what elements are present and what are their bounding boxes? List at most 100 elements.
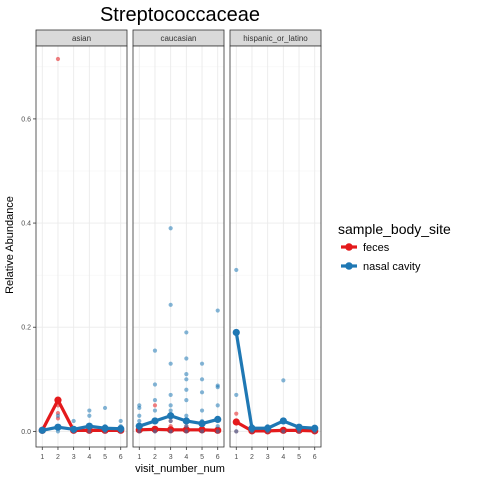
data-point [184, 377, 189, 382]
legend: sample_body_site feces nasal cavity [338, 221, 451, 273]
x-tick-label: 4 [281, 454, 285, 461]
legend-entry-nasal-cavity: nasal cavity [341, 261, 421, 273]
data-point [184, 413, 189, 418]
data-point [137, 418, 142, 424]
mean-point [117, 425, 125, 433]
data-point [199, 377, 205, 382]
mean-point [101, 424, 109, 432]
mean-point [248, 424, 256, 432]
series-nasal-cavity [135, 226, 222, 434]
x-tick-label: 6 [216, 454, 220, 461]
x-tick-label: 1 [234, 454, 238, 461]
data-point [71, 418, 76, 424]
data-point [215, 383, 220, 388]
data-point [152, 408, 158, 413]
data-point [234, 429, 239, 434]
data-point [55, 413, 61, 418]
data-point [87, 429, 92, 434]
data-point [137, 413, 142, 418]
data-point [168, 418, 173, 424]
data-point [118, 418, 123, 424]
x-tick-label: 6 [119, 454, 123, 461]
data-point [87, 408, 92, 413]
data-point [234, 267, 239, 273]
y-axis-title: Relative Abundance [4, 196, 16, 294]
x-tick-label: 2 [250, 454, 254, 461]
x-tick-label: 2 [56, 454, 60, 461]
data-point [152, 348, 158, 353]
data-point [184, 330, 189, 335]
panel-strip-label: caucasian [160, 34, 196, 43]
legend-label: nasal cavity [363, 261, 421, 273]
mean-point [311, 424, 319, 432]
panel-asian: asian 1 2 3 4 5 6 0.0 0.2 0.4 0.6 [21, 29, 128, 461]
data-point [55, 56, 61, 62]
y-tick-label: 0.6 [21, 116, 31, 123]
mean-point [38, 426, 46, 434]
y-tick-label: 0.4 [21, 221, 31, 228]
series-nasal-cavity [232, 267, 319, 434]
data-point [281, 378, 286, 383]
data-point [102, 405, 108, 411]
panel-border [132, 45, 225, 448]
data-point [168, 403, 173, 408]
mean-point [54, 423, 62, 431]
data-point [234, 411, 239, 416]
mean-point [295, 423, 303, 431]
legend-label: feces [363, 242, 390, 254]
mean-point [70, 425, 78, 433]
data-point [168, 408, 173, 413]
mean-point [151, 417, 159, 425]
x-tick-label: 3 [266, 454, 270, 461]
data-point [184, 356, 189, 361]
mean-point [232, 328, 240, 337]
data-point [168, 226, 173, 231]
x-tick-label: 3 [72, 454, 76, 461]
panel-background [133, 46, 224, 447]
data-point [184, 429, 189, 434]
mean-point [135, 422, 143, 430]
data-point [152, 429, 158, 434]
mean-point [85, 422, 93, 430]
x-tick-label: 6 [313, 454, 317, 461]
x-tick-label: 1 [137, 454, 141, 461]
panel-background [36, 46, 127, 447]
data-point [199, 390, 205, 395]
data-point [152, 382, 158, 387]
data-point [199, 429, 205, 434]
legend-title: sample_body_site [338, 221, 451, 237]
mean-point [279, 417, 287, 425]
data-point [215, 403, 220, 408]
data-point [87, 413, 92, 418]
y-tick-label: 0.2 [21, 325, 31, 332]
legend-key-point [345, 262, 353, 270]
panel-hispanic-or-latino: hispanic_or_latino 1 2 3 4 5 6 [229, 29, 322, 461]
data-point [184, 398, 189, 403]
data-point [184, 371, 189, 377]
x-tick-label: 3 [169, 454, 173, 461]
data-point [184, 387, 189, 392]
data-point [168, 429, 173, 434]
x-tick-label: 1 [40, 454, 44, 461]
x-tick-label: 5 [297, 454, 301, 461]
y-tick-label: 0.0 [21, 429, 31, 436]
mean-point [214, 415, 222, 423]
series-nasal-cavity [38, 405, 125, 434]
panel-strip-label: hispanic_or_latino [243, 34, 308, 43]
data-point [199, 361, 205, 366]
data-point [184, 424, 189, 429]
x-tick-label: 5 [200, 454, 204, 461]
panel-border [229, 45, 322, 448]
mean-point [167, 412, 175, 420]
mean-point [264, 424, 272, 432]
panel-caucasian: caucasian 1 2 3 4 5 6 [132, 29, 225, 461]
x-tick-label: 2 [153, 454, 157, 461]
data-point [168, 361, 173, 366]
x-tick-label: 4 [184, 454, 188, 461]
panel-strip-label: asian [72, 34, 91, 43]
mean-line [137, 427, 220, 432]
mean-point [232, 418, 240, 426]
mean-point [198, 419, 206, 428]
data-point [137, 403, 142, 408]
